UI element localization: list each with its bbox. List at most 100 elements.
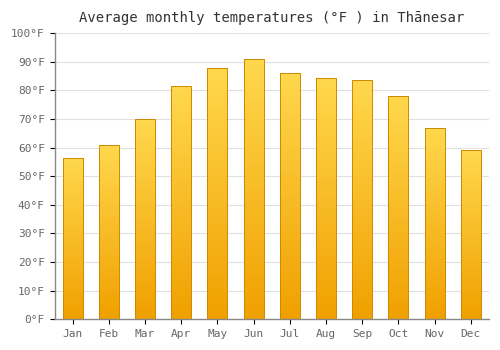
Bar: [244, 127, 264, 129]
Bar: [135, 189, 155, 191]
Bar: [388, 105, 408, 107]
Bar: [244, 59, 264, 62]
Bar: [172, 200, 191, 203]
Bar: [280, 314, 300, 317]
Bar: [352, 255, 372, 257]
Bar: [461, 169, 480, 171]
Bar: [424, 177, 444, 179]
Bar: [99, 274, 119, 275]
Bar: [461, 150, 480, 319]
Bar: [280, 179, 300, 181]
Bar: [172, 156, 191, 158]
Bar: [352, 279, 372, 281]
Bar: [208, 72, 228, 75]
Bar: [99, 246, 119, 248]
Bar: [244, 254, 264, 257]
Bar: [280, 169, 300, 171]
Bar: [388, 192, 408, 194]
Bar: [62, 191, 82, 193]
Bar: [172, 256, 191, 259]
Bar: [172, 219, 191, 221]
Bar: [208, 302, 228, 304]
Bar: [244, 168, 264, 171]
Bar: [244, 121, 264, 124]
Bar: [316, 92, 336, 94]
Bar: [99, 309, 119, 310]
Bar: [316, 232, 336, 234]
Bar: [244, 252, 264, 254]
Bar: [461, 162, 480, 164]
Bar: [244, 108, 264, 111]
Bar: [316, 213, 336, 215]
Bar: [208, 133, 228, 135]
Bar: [352, 284, 372, 286]
Bar: [244, 166, 264, 168]
Bar: [135, 221, 155, 223]
Bar: [316, 302, 336, 304]
Bar: [280, 295, 300, 297]
Bar: [424, 225, 444, 227]
Bar: [424, 172, 444, 174]
Bar: [352, 107, 372, 109]
Bar: [62, 264, 82, 266]
Bar: [99, 160, 119, 162]
Bar: [244, 192, 264, 194]
Bar: [99, 173, 119, 174]
Bar: [388, 295, 408, 297]
Bar: [172, 317, 191, 319]
Bar: [280, 262, 300, 265]
Bar: [352, 243, 372, 245]
Bar: [208, 296, 228, 299]
Bar: [424, 310, 444, 312]
Bar: [62, 208, 82, 209]
Bar: [316, 114, 336, 116]
Bar: [99, 195, 119, 197]
Bar: [135, 173, 155, 175]
Bar: [280, 204, 300, 206]
Bar: [135, 249, 155, 251]
Bar: [352, 281, 372, 284]
Bar: [280, 88, 300, 90]
Bar: [99, 194, 119, 195]
Bar: [388, 232, 408, 234]
Bar: [208, 209, 228, 211]
Bar: [135, 243, 155, 245]
Bar: [316, 223, 336, 225]
Bar: [461, 265, 480, 267]
Bar: [99, 187, 119, 188]
Bar: [461, 311, 480, 313]
Bar: [388, 223, 408, 225]
Bar: [280, 221, 300, 223]
Bar: [424, 313, 444, 315]
Bar: [244, 187, 264, 189]
Bar: [388, 130, 408, 132]
Bar: [461, 299, 480, 301]
Bar: [316, 249, 336, 252]
Bar: [280, 260, 300, 262]
Bar: [316, 145, 336, 148]
Bar: [424, 214, 444, 216]
Bar: [172, 93, 191, 96]
Bar: [388, 212, 408, 214]
Bar: [424, 235, 444, 237]
Bar: [280, 302, 300, 304]
Bar: [99, 279, 119, 281]
Bar: [280, 164, 300, 167]
Bar: [62, 175, 82, 177]
Bar: [135, 315, 155, 317]
Bar: [172, 198, 191, 200]
Bar: [352, 231, 372, 233]
Bar: [316, 264, 336, 266]
Bar: [316, 78, 336, 319]
Bar: [62, 217, 82, 219]
Bar: [424, 279, 444, 281]
Bar: [461, 223, 480, 225]
Bar: [280, 209, 300, 211]
Bar: [135, 171, 155, 173]
Bar: [352, 178, 372, 181]
Bar: [352, 267, 372, 269]
Bar: [461, 204, 480, 206]
Bar: [99, 314, 119, 316]
Bar: [172, 119, 191, 121]
Bar: [172, 145, 191, 147]
